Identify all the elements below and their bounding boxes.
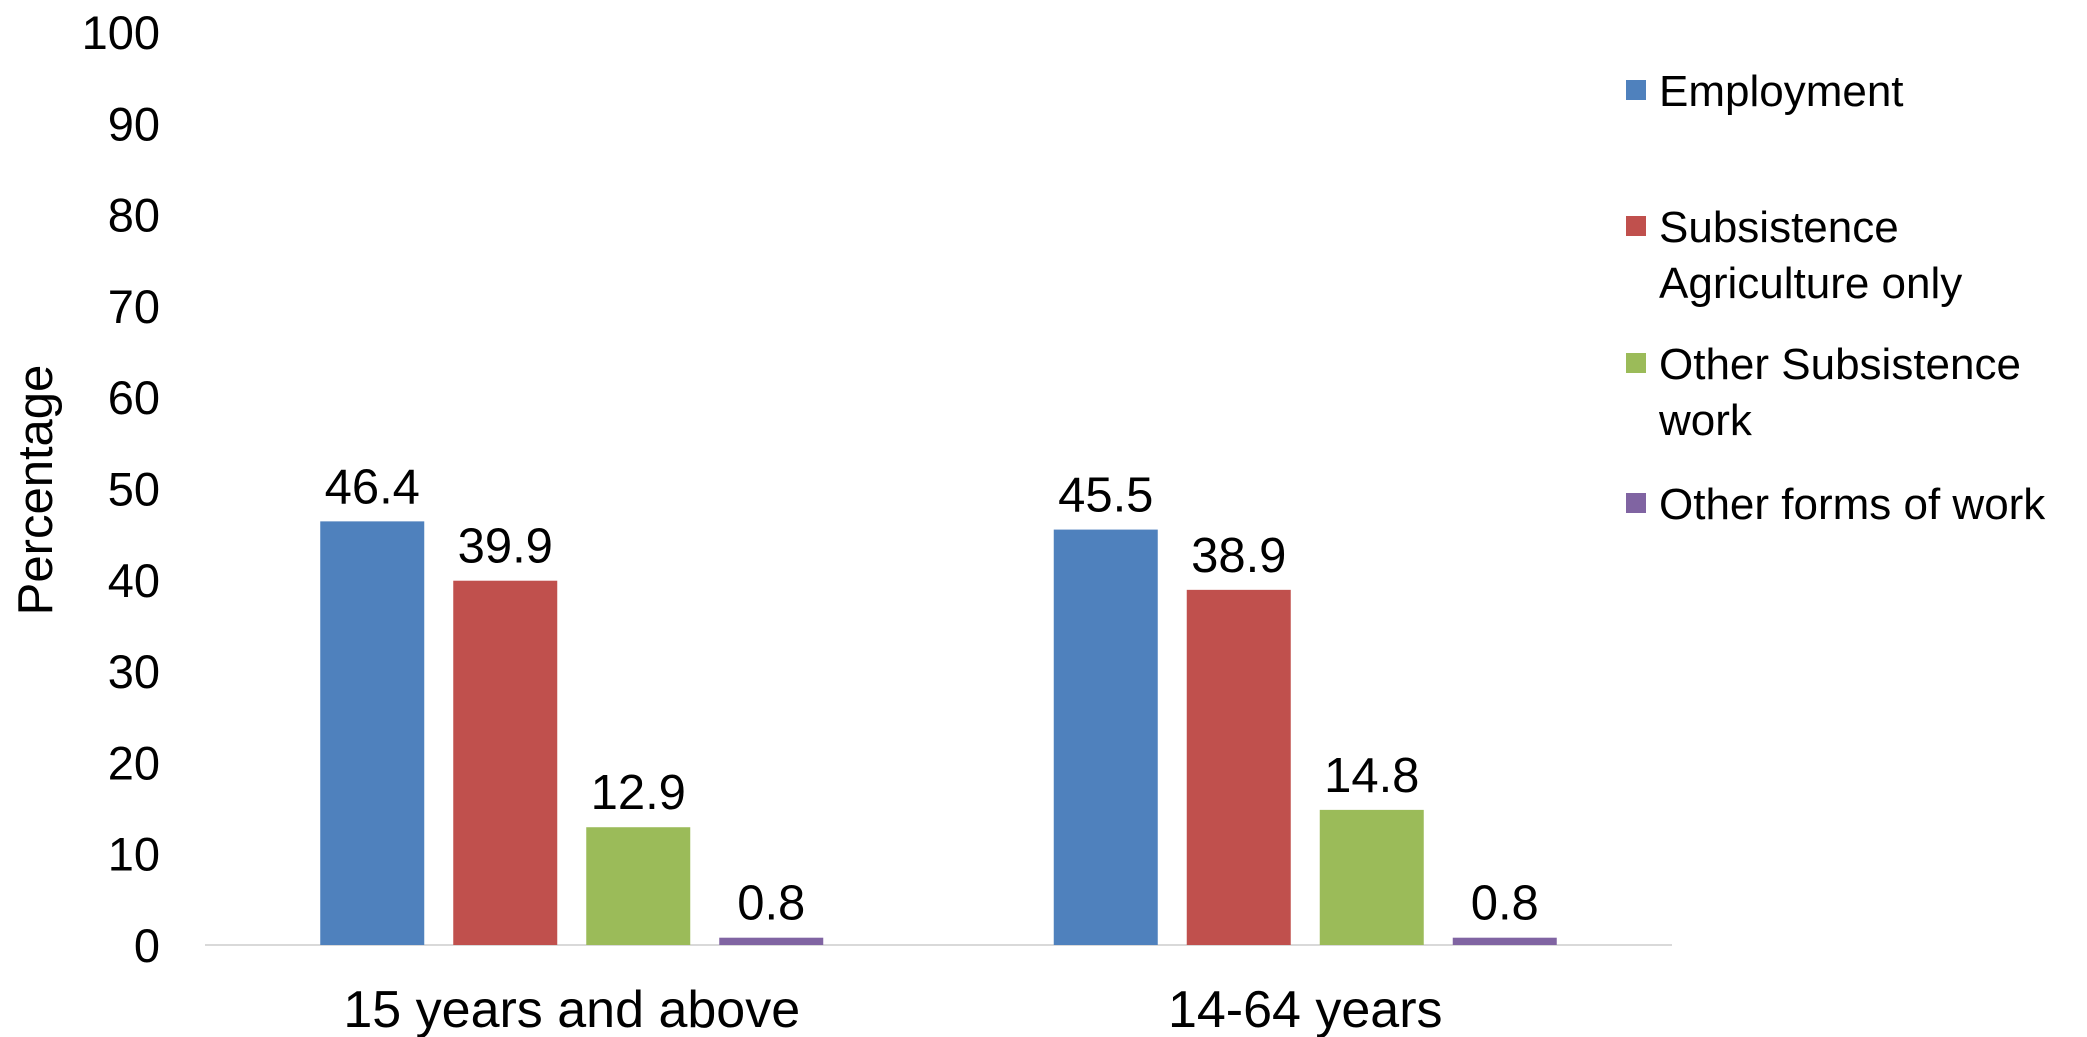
bar xyxy=(1054,530,1158,945)
bar xyxy=(1320,810,1424,945)
legend-label: Employment xyxy=(1659,67,1904,116)
data-label: 14.8 xyxy=(1324,749,1419,803)
legend-swatch xyxy=(1626,493,1646,513)
bar xyxy=(1453,938,1557,945)
y-tick-label: 30 xyxy=(108,645,160,698)
x-axis-category-labels: 15 years and above 14-64 years xyxy=(343,981,1442,1037)
legend-label: Agriculture only xyxy=(1659,259,1962,308)
y-tick-label: 50 xyxy=(108,463,160,516)
y-axis-title: Percentage xyxy=(9,365,63,616)
y-tick-label: 60 xyxy=(108,371,160,424)
legend-swatch xyxy=(1626,353,1646,373)
data-label: 0.8 xyxy=(1471,877,1539,931)
legend-swatch xyxy=(1626,216,1646,236)
y-tick-label: 70 xyxy=(108,280,160,333)
y-tick-label: 80 xyxy=(108,189,160,242)
bar xyxy=(586,827,690,945)
y-tick-label: 40 xyxy=(108,554,160,607)
legend-label: Other forms of work xyxy=(1659,480,2046,529)
bar xyxy=(320,521,424,945)
data-label: 45.5 xyxy=(1058,469,1153,523)
y-tick-label: 10 xyxy=(108,828,160,881)
legend-swatch xyxy=(1626,80,1646,100)
data-label: 38.9 xyxy=(1191,529,1286,583)
data-label: 46.4 xyxy=(325,460,420,514)
x-category-label: 14-64 years xyxy=(1168,981,1443,1037)
x-category-label: 15 years and above xyxy=(343,981,800,1037)
bar xyxy=(453,581,557,945)
y-tick-label: 20 xyxy=(108,736,160,789)
y-tick-label: 0 xyxy=(134,919,160,972)
legend: Employment Subsistence Agriculture only Oth… xyxy=(1626,67,2046,529)
data-label: 39.9 xyxy=(458,520,553,574)
data-label: 0.8 xyxy=(737,877,805,931)
bar-series-group xyxy=(320,521,1557,945)
legend-label: Other Subsistence xyxy=(1659,340,2021,389)
legend-label: Subsistence xyxy=(1659,203,1899,252)
y-tick-label: 100 xyxy=(82,6,160,59)
data-label: 12.9 xyxy=(591,766,686,820)
legend-label: work xyxy=(1658,396,1753,445)
y-axis-ticks: 0 10 20 30 40 50 60 70 80 90 100 xyxy=(82,6,160,972)
bar xyxy=(1187,590,1291,945)
bar xyxy=(719,938,823,945)
y-tick-label: 90 xyxy=(108,97,160,150)
